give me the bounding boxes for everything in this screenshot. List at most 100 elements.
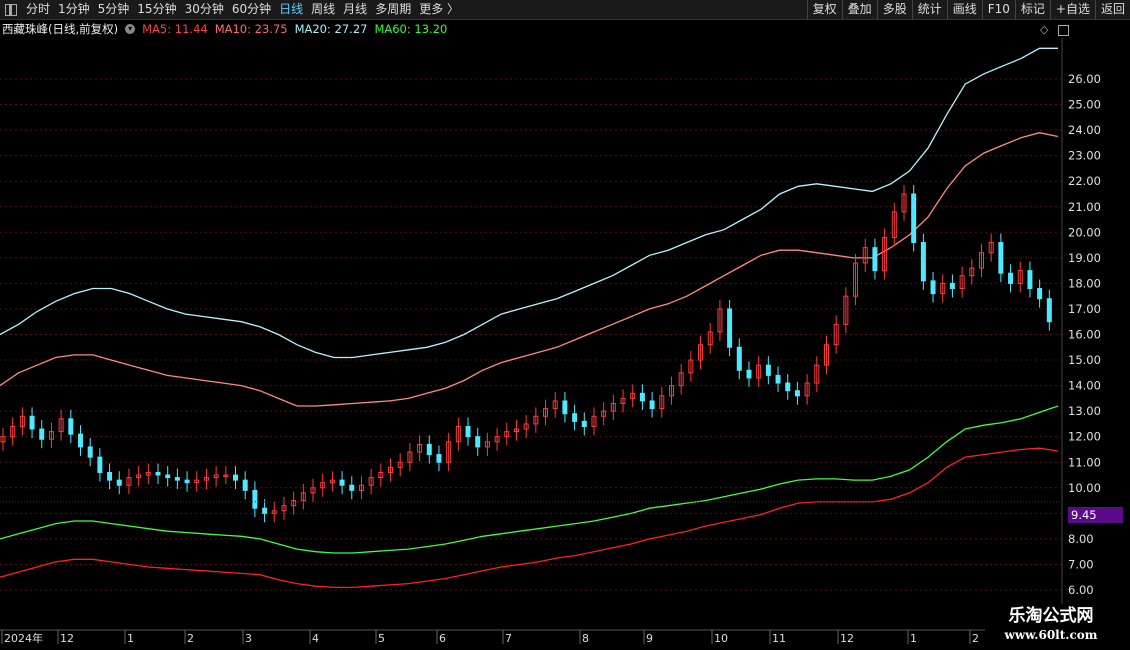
y-tick-20: 6.00 <box>1068 583 1094 597</box>
indicator-info: 西藏珠峰(日线,前复权) ▾ MA5: 11.44 MA10: 23.75 MA20… <box>2 21 454 37</box>
candle-body-30 <box>291 500 297 507</box>
period-tab-0[interactable]: 分时 <box>26 2 51 16</box>
candle-body-92 <box>891 211 897 238</box>
candle-body-14 <box>136 474 142 479</box>
ma-label-3: MA60: 13.20 <box>374 22 448 36</box>
month-label-3: 2 <box>187 632 194 645</box>
y-tick-10: 16.00 <box>1068 328 1101 342</box>
action-button-5[interactable]: F10 <box>981 0 1015 19</box>
candle-body-40 <box>388 466 394 473</box>
month-label-0: 2024年 <box>4 631 43 645</box>
period-tab-7[interactable]: 周线 <box>311 2 336 16</box>
action-button-3[interactable]: 统计 <box>911 0 947 19</box>
ma-label-2: MA20: 27.27 <box>294 22 368 36</box>
y-tick-4: 22.00 <box>1068 174 1101 188</box>
action-button-1[interactable]: 叠加 <box>841 0 877 19</box>
diamond-icon[interactable]: ◇ <box>1040 23 1049 36</box>
candle-body-4 <box>39 428 45 440</box>
candle-body-55 <box>533 415 539 425</box>
candle-body-91 <box>882 236 888 272</box>
candle-body-9 <box>87 446 93 458</box>
candle-body-59 <box>572 413 578 422</box>
action-button-6[interactable]: 标记 <box>1014 0 1050 19</box>
candle-body-82 <box>794 390 800 397</box>
candle-body-88 <box>853 262 859 297</box>
candle-body-42 <box>407 451 413 463</box>
candle-body-99 <box>959 275 965 290</box>
candle-body-2 <box>19 415 25 427</box>
action-button-8[interactable]: 返回 <box>1094 0 1130 19</box>
period-tab-4[interactable]: 30分钟 <box>184 2 224 16</box>
candle-body-57 <box>552 400 558 410</box>
layout-icon[interactable] <box>1057 24 1069 36</box>
candle-body-74 <box>717 308 723 333</box>
ma20-line <box>0 47 1058 359</box>
candle-body-84 <box>814 364 820 384</box>
candle-body-32 <box>310 487 316 494</box>
candle-body-105 <box>1017 270 1023 284</box>
candle-body-89 <box>862 247 868 264</box>
candle-body-98 <box>949 282 955 290</box>
candle-body-103 <box>998 242 1004 274</box>
candle-body-34 <box>329 479 335 484</box>
candle-body-67 <box>649 400 655 410</box>
candle-body-41 <box>397 461 403 468</box>
candle-body-11 <box>107 471 113 481</box>
y-tick-1: 25.00 <box>1068 98 1101 112</box>
candle-body-28 <box>271 510 277 514</box>
candle-body-33 <box>320 482 326 489</box>
candle-body-68 <box>659 395 665 410</box>
candle-body-12 <box>116 479 122 486</box>
action-button-2[interactable]: 多股 <box>876 0 912 19</box>
candle-body-22 <box>213 474 219 479</box>
month-label-11: 10 <box>714 632 728 645</box>
month-label-1: 12 <box>60 632 74 645</box>
ma60-line <box>0 405 1059 554</box>
action-button-0[interactable]: 复权 <box>806 0 842 19</box>
period-tab-3[interactable]: 15分钟 <box>137 2 177 16</box>
month-label-15: 2 <box>972 632 979 645</box>
candle-body-10 <box>97 456 103 473</box>
y-tick-2: 24.00 <box>1068 123 1101 137</box>
ma5-line <box>0 447 1059 589</box>
ma-labels: MA5: 11.44 MA10: 23.75 MA20: 27.27 MA60: 13… <box>142 22 454 36</box>
month-label-4: 3 <box>245 632 252 645</box>
candle-body-106 <box>1027 270 1033 290</box>
candle-body-15 <box>145 471 151 476</box>
candle-body-36 <box>349 484 355 491</box>
candle-body-87 <box>843 295 849 325</box>
panel-toggle-icon[interactable] <box>5 3 17 16</box>
action-button-4[interactable]: 画线 <box>946 0 982 19</box>
candle-body-52 <box>504 431 510 438</box>
candle-body-20 <box>194 479 200 484</box>
candle-body-63 <box>610 402 616 412</box>
period-tab-10[interactable]: 更多 〉 <box>419 2 460 16</box>
candle-body-1 <box>10 425 16 438</box>
candle-body-35 <box>339 479 345 486</box>
settings-icon[interactable]: ▾ <box>125 24 136 34</box>
candle-body-21 <box>203 477 209 481</box>
ma-label-0: MA5: 11.44 <box>142 22 208 36</box>
candle-body-79 <box>765 364 771 376</box>
y-tick-13: 13.00 <box>1068 404 1101 418</box>
action-button-7[interactable]: +自选 <box>1049 0 1095 19</box>
period-tab-5[interactable]: 60分钟 <box>231 2 272 16</box>
y-tick-18: 8.00 <box>1068 532 1094 546</box>
period-tab-2[interactable]: 5分钟 <box>97 2 130 16</box>
period-tab-8[interactable]: 月线 <box>343 2 368 16</box>
candle-body-70 <box>678 372 684 387</box>
candle-body-58 <box>562 400 568 415</box>
period-tab-9[interactable]: 多周期 <box>375 2 412 16</box>
candle-body-90 <box>872 247 878 272</box>
candle-body-23 <box>223 474 229 478</box>
candle-body-27 <box>262 507 268 514</box>
ma-label-1: MA10: 23.75 <box>214 22 288 36</box>
month-label-2: 1 <box>127 632 134 645</box>
period-tab-6[interactable]: 日线 <box>279 2 304 16</box>
period-tab-1[interactable]: 1分钟 <box>58 2 90 16</box>
action-buttons: 复权 叠加 多股 统计 画线 F10 标记 +自选 返回 <box>806 0 1130 19</box>
candle-body-72 <box>698 344 704 361</box>
candle-body-37 <box>358 484 364 491</box>
candle-body-104 <box>1008 272 1014 284</box>
